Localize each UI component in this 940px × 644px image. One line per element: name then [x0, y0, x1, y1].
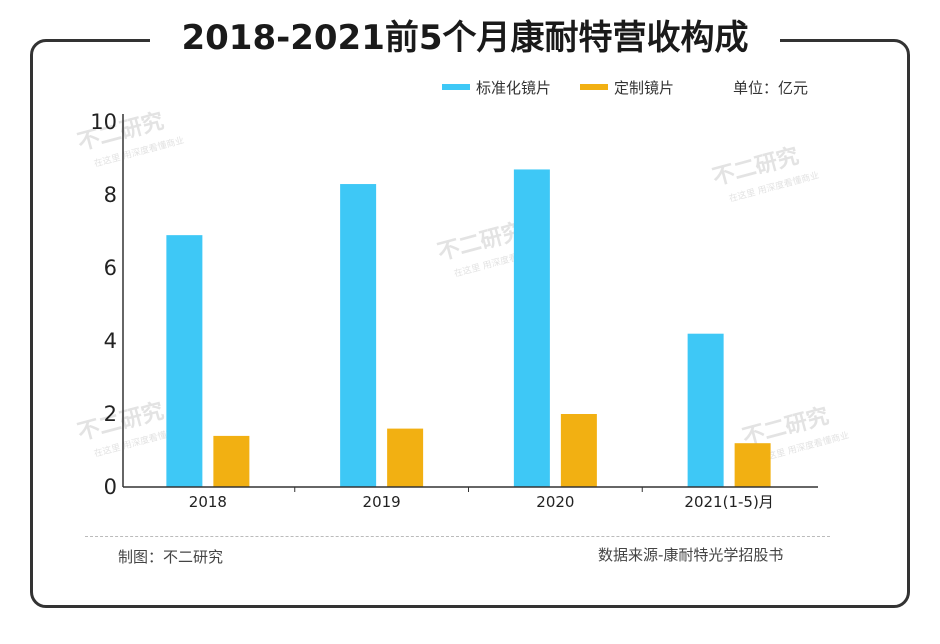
y-tick-label: 0 [104, 475, 117, 499]
legend-swatch-custom [580, 83, 608, 90]
footer-credit: 制图：不二研究 [118, 548, 224, 566]
bar-standard [687, 333, 724, 487]
bar-custom [560, 414, 597, 487]
chart-title: 2018-2021前5个月康耐特营收构成 [150, 12, 780, 64]
legend-label-standard: 标准化镜片 [476, 79, 552, 97]
bar-custom [387, 428, 424, 487]
bar-standard [513, 169, 550, 487]
bar-custom [734, 443, 771, 487]
y-tick-label: 4 [104, 329, 117, 353]
legend-item-custom: 定制镜片 [580, 78, 674, 98]
axes: 0 2 4 6 8 10 [90, 110, 818, 499]
y-tick-label: 6 [104, 256, 117, 280]
y-tick-label: 2 [104, 402, 117, 426]
footer-source: 数据来源-康耐特光学招股书 [598, 546, 784, 564]
footer-divider [85, 536, 830, 537]
bar-custom [213, 435, 250, 487]
bar-standard [340, 184, 377, 488]
legend-item-standard: 标准化镜片 [442, 78, 551, 98]
y-tick-label: 10 [90, 110, 117, 134]
x-tick-label: 2021(1-5)月 [684, 493, 773, 511]
unit-label: 单位：亿元 [733, 79, 809, 97]
bar-standard [166, 235, 203, 487]
legend-swatch-standard [442, 83, 470, 90]
x-tick-label: 2019 [363, 493, 401, 511]
bars: 2018 2019 2020 2021(1-5)月 [166, 169, 774, 511]
y-tick-label: 8 [104, 183, 117, 207]
x-tick-label: 2018 [189, 493, 227, 511]
legend-label-custom: 定制镜片 [614, 79, 675, 97]
x-tick-label: 2020 [536, 493, 574, 511]
